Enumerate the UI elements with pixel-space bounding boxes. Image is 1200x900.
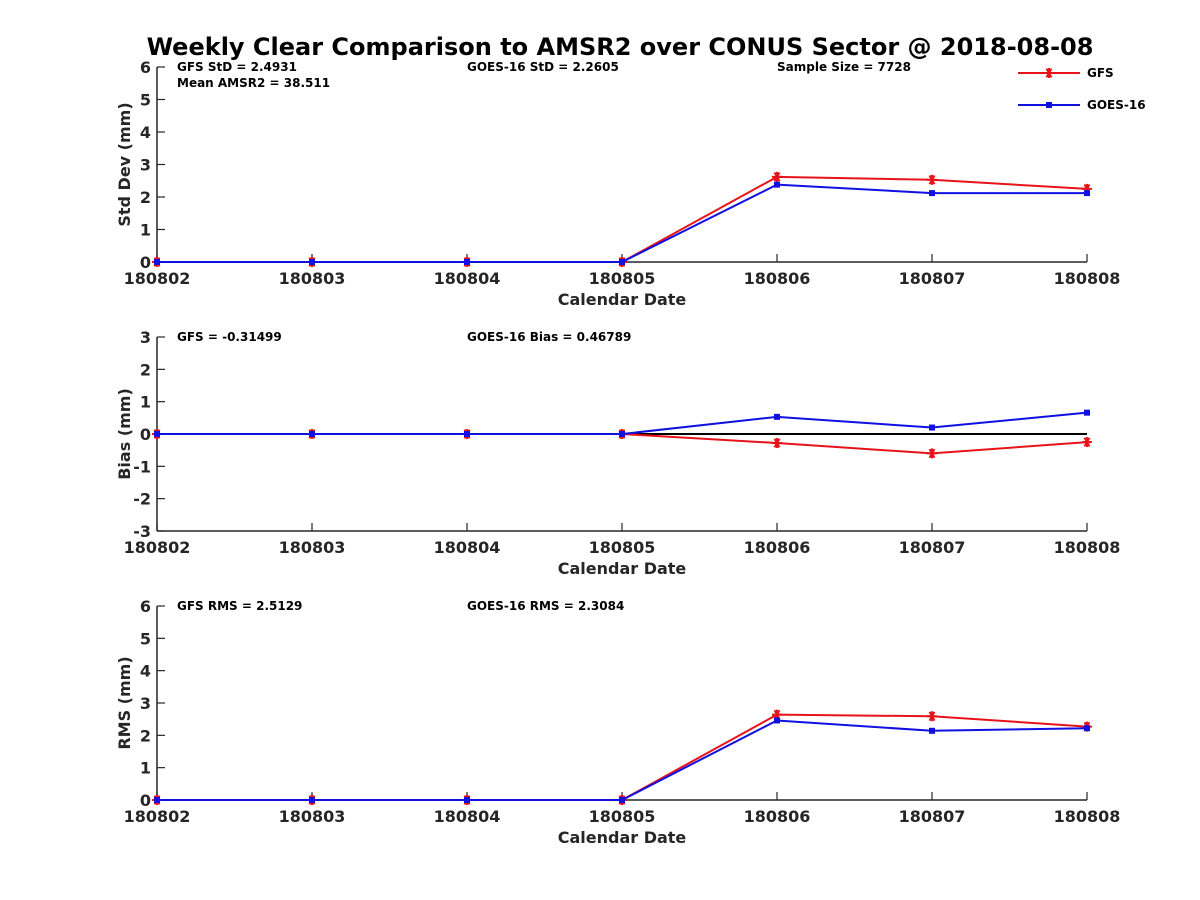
y-tick-label: -3 — [133, 522, 151, 541]
x-tick-label: 180808 — [1054, 807, 1121, 826]
y-tick-label: 0 — [140, 425, 151, 444]
x-tick-label: 180802 — [124, 538, 191, 557]
x-tick-label: 180805 — [589, 807, 656, 826]
panel-stddev: 0 1 2 3 4 5 6 180802 180803 180804 180805 180806 180… — [115, 58, 1120, 309]
series-line-gfs — [157, 175, 1088, 263]
annotation: GFS = -0.31499 — [177, 330, 282, 344]
data-point-goes-16 — [464, 797, 470, 803]
annotation: GOES-16 Bias = 0.46789 — [467, 330, 631, 344]
annotation: Sample Size = 7728 — [777, 60, 911, 74]
x-tick-label: 180803 — [279, 807, 346, 826]
series-line-goes-16 — [157, 719, 1088, 801]
data-point-goes-16 — [1084, 725, 1090, 732]
x-tick-label: 180807 — [899, 538, 966, 557]
x-tick-label: 180806 — [744, 538, 811, 557]
y-tick-label: 6 — [140, 597, 151, 616]
data-point-goes-16 — [774, 181, 780, 188]
x-axis-label: Calendar Date — [558, 828, 687, 847]
y-axis-label: Bias (mm) — [115, 388, 134, 480]
panel-rms: 0 1 2 3 4 5 6 180802 180803 180804 180805 180806 180… — [115, 597, 1120, 847]
data-point-goes-16 — [774, 717, 780, 724]
chart-title: Weekly Clear Comparison to AMSR2 over CO… — [147, 33, 1094, 61]
y-tick-label: -2 — [133, 490, 151, 509]
y-axis-label: Std Dev (mm) — [115, 102, 134, 226]
y-tick-label: 1 — [140, 221, 151, 240]
data-point-goes-16 — [619, 797, 625, 803]
x-tick-label: 180808 — [1054, 538, 1121, 557]
data-point-gfs — [1082, 437, 1092, 448]
data-point-goes-16 — [309, 431, 315, 437]
annotation: Mean AMSR2 = 38.511 — [177, 76, 330, 90]
y-tick-label: 1 — [140, 393, 151, 412]
data-point-gfs — [927, 711, 937, 722]
legend-label-goes-16: GOES-16 — [1087, 98, 1146, 112]
y-tick-label: 3 — [140, 694, 151, 713]
data-point-goes-16 — [929, 727, 935, 734]
y-tick-label: 3 — [140, 328, 151, 347]
data-point-goes-16 — [619, 259, 625, 265]
y-tick-label: 1 — [140, 759, 151, 778]
y-tick-label: 0 — [140, 791, 151, 810]
chart-panels: 0 1 2 3 4 5 6 180802 180803 180804 180805 180806 180… — [115, 58, 1120, 847]
y-tick-label: 5 — [140, 629, 151, 648]
data-point-gfs — [927, 448, 937, 459]
data-point-goes-16 — [309, 259, 315, 265]
data-point-goes-16 — [619, 431, 625, 437]
x-tick-label: 180803 — [279, 538, 346, 557]
y-tick-label: -1 — [133, 457, 151, 476]
data-point-goes-16 — [929, 190, 935, 197]
x-tick-label: 180807 — [899, 807, 966, 826]
y-tick-label: 2 — [140, 360, 151, 379]
x-tick-label: 180808 — [1054, 269, 1121, 288]
annotation: GOES-16 RMS = 2.3084 — [467, 599, 624, 613]
y-tick-label: 6 — [140, 58, 151, 77]
x-tick-label: 180804 — [434, 807, 501, 826]
x-tick-label: 180807 — [899, 269, 966, 288]
x-tick-label: 180804 — [434, 538, 501, 557]
data-point-goes-16 — [464, 259, 470, 265]
annotation: GOES-16 StD = 2.2605 — [467, 60, 619, 74]
y-tick-label: 4 — [140, 123, 151, 142]
x-tick-label: 180802 — [124, 807, 191, 826]
series-line-gfs — [157, 713, 1088, 801]
legend-marker-gfs — [1044, 68, 1054, 78]
y-tick-label: 0 — [140, 253, 151, 272]
x-axis-label: Calendar Date — [558, 290, 687, 309]
x-tick-label: 180802 — [124, 269, 191, 288]
y-tick-label: 3 — [140, 156, 151, 175]
x-tick-label: 180806 — [744, 269, 811, 288]
data-point-goes-16 — [1084, 409, 1090, 416]
panel-bias: -3 -2 -1 0 1 2 3 180802 180803 180804 180805 180806… — [115, 328, 1120, 578]
y-tick-label: 2 — [140, 188, 151, 207]
data-point-goes-16 — [929, 424, 935, 431]
data-point-goes-16 — [774, 413, 780, 420]
x-tick-label: 180805 — [589, 269, 656, 288]
chart-legend: GFS GOES-16 — [1018, 66, 1146, 112]
data-point-goes-16 — [154, 259, 160, 265]
series-line-goes-16 — [157, 183, 1087, 263]
data-point-goes-16 — [1084, 190, 1090, 197]
data-point-gfs — [772, 171, 782, 182]
data-point-goes-16 — [309, 797, 315, 803]
data-point-gfs — [927, 174, 937, 185]
x-tick-label: 180803 — [279, 269, 346, 288]
data-point-goes-16 — [154, 431, 160, 437]
y-tick-label: 5 — [140, 91, 151, 110]
x-tick-label: 180804 — [434, 269, 501, 288]
x-axis-label: Calendar Date — [558, 559, 687, 578]
data-point-goes-16 — [154, 797, 160, 803]
data-point-goes-16 — [464, 431, 470, 437]
y-tick-label: 2 — [140, 726, 151, 745]
x-tick-label: 180805 — [589, 538, 656, 557]
legend-label-gfs: GFS — [1087, 66, 1114, 80]
data-point-gfs — [772, 438, 782, 449]
y-tick-label: 4 — [140, 662, 151, 681]
y-axis-label: RMS (mm) — [115, 656, 134, 749]
annotation: GFS StD = 2.4931 — [177, 60, 297, 74]
legend-marker-goes-16 — [1046, 102, 1052, 108]
x-tick-label: 180806 — [744, 807, 811, 826]
annotation: GFS RMS = 2.5129 — [177, 599, 302, 613]
